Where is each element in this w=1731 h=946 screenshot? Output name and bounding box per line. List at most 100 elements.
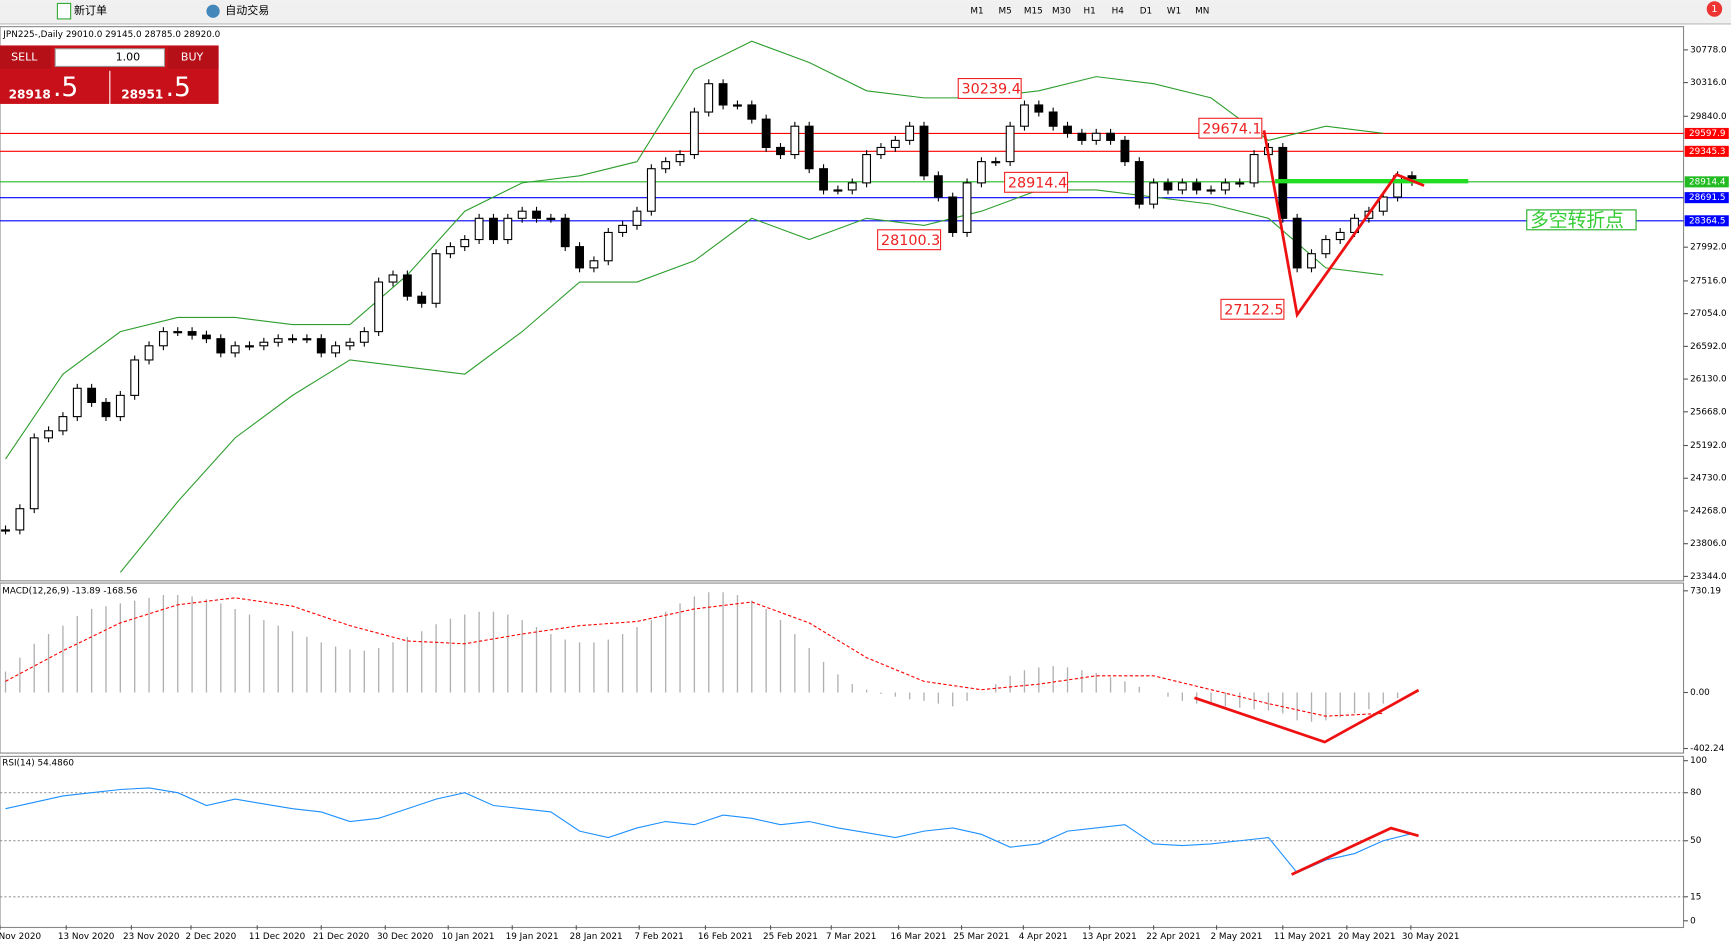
candle bbox=[790, 125, 800, 156]
timeframe-button[interactable]: M30 bbox=[1052, 7, 1071, 17]
timeframe-button[interactable]: W1 bbox=[1167, 7, 1181, 17]
buy-price[interactable]: 28951 bbox=[121, 88, 163, 102]
candle bbox=[345, 341, 355, 347]
buy-label[interactable]: BUY bbox=[181, 51, 204, 64]
candle bbox=[976, 161, 986, 184]
buy-pips[interactable]: .5 bbox=[166, 72, 191, 103]
sell-pips[interactable]: .5 bbox=[53, 72, 78, 103]
candle bbox=[1120, 139, 1130, 163]
timeframe-button[interactable]: MN bbox=[1195, 7, 1209, 17]
sell-label[interactable]: SELL bbox=[11, 51, 38, 64]
timeframe-button[interactable]: M15 bbox=[1024, 7, 1043, 17]
candle bbox=[1235, 182, 1245, 185]
toolbar bbox=[0, 0, 1731, 25]
candle bbox=[646, 168, 656, 212]
upper-band bbox=[5, 40, 1384, 460]
y-tick-label: 100 bbox=[1690, 756, 1707, 766]
x-tick-label: 16 Mar 2021 bbox=[890, 932, 946, 942]
timeframe-button[interactable]: D1 bbox=[1140, 7, 1152, 17]
y-tick-label: 80 bbox=[1690, 788, 1702, 798]
candle bbox=[517, 210, 527, 219]
signal-line bbox=[5, 597, 1384, 717]
candle bbox=[1134, 161, 1144, 205]
new-order-icon[interactable] bbox=[56, 2, 72, 20]
candle bbox=[1220, 182, 1230, 191]
candle bbox=[1048, 111, 1058, 127]
candle bbox=[259, 341, 269, 347]
price-level-label: 28691.5 bbox=[1689, 193, 1726, 203]
y-tick-label: 730.19 bbox=[1690, 586, 1721, 596]
y-tick-label: 50 bbox=[1690, 836, 1702, 846]
candle bbox=[876, 146, 886, 156]
candle bbox=[718, 83, 728, 106]
y-tick-label: 0.00 bbox=[1690, 688, 1710, 698]
candle bbox=[1335, 231, 1345, 241]
auto-trading-icon[interactable] bbox=[206, 4, 220, 18]
candle bbox=[1077, 132, 1087, 141]
y-tick-label: -402.24 bbox=[1690, 744, 1724, 754]
lot-size[interactable]: 1.00 bbox=[116, 51, 141, 64]
timeframe-button[interactable]: H4 bbox=[1112, 7, 1125, 17]
candle bbox=[948, 196, 958, 234]
x-tick-label: 13 Nov 2020 bbox=[58, 932, 115, 942]
macd-panel bbox=[0, 582, 1685, 754]
candle bbox=[962, 182, 972, 234]
candle bbox=[862, 153, 872, 184]
rsi-title: RSI(14) 54.4860 bbox=[2, 758, 74, 768]
candle bbox=[575, 246, 584, 269]
x-tick-label: 20 May 2021 bbox=[1338, 932, 1396, 942]
y-tick-label: 24268.0 bbox=[1690, 506, 1727, 516]
y-tick-label: 23344.0 bbox=[1690, 572, 1727, 582]
candle bbox=[1192, 182, 1202, 191]
sell-button[interactable] bbox=[0, 46, 51, 69]
y-tick-label: 15 bbox=[1690, 892, 1701, 902]
auto-trading-button[interactable]: 自动交易 bbox=[225, 3, 269, 17]
price-level-tag bbox=[1684, 127, 1729, 139]
candle bbox=[388, 274, 398, 283]
x-tick-label: 2 May 2021 bbox=[1210, 932, 1262, 942]
x-tick-label: 11 May 2021 bbox=[1274, 932, 1332, 942]
candle bbox=[560, 217, 570, 248]
candle bbox=[187, 331, 197, 336]
x-tick-label: 4 Apr 2021 bbox=[1019, 932, 1068, 942]
candle bbox=[288, 338, 297, 341]
candle bbox=[689, 111, 699, 156]
candle bbox=[1149, 182, 1159, 205]
lot-input[interactable] bbox=[54, 48, 166, 67]
x-tick-label: 25 Mar 2021 bbox=[953, 932, 1009, 942]
candle bbox=[417, 295, 427, 304]
timeframe-button[interactable]: M5 bbox=[999, 7, 1012, 17]
rsi-line bbox=[5, 787, 1413, 874]
timeframe-button[interactable]: H1 bbox=[1083, 7, 1095, 17]
candle bbox=[933, 175, 943, 198]
candle bbox=[847, 182, 857, 191]
y-tick-label: 30316.0 bbox=[1690, 78, 1727, 88]
candle bbox=[905, 125, 915, 141]
price-level-tag bbox=[1684, 145, 1729, 157]
candle bbox=[87, 387, 97, 404]
badge-count: 1 bbox=[1711, 4, 1717, 15]
lower-band bbox=[119, 189, 1384, 573]
x-tick-label: Nov 2020 bbox=[0, 932, 41, 942]
candle bbox=[402, 274, 412, 297]
timeframe-button[interactable]: M1 bbox=[970, 7, 983, 17]
notification-badge[interactable] bbox=[1706, 1, 1723, 17]
candle bbox=[130, 359, 140, 396]
candle bbox=[115, 394, 125, 418]
candle bbox=[1163, 182, 1173, 191]
sell-price[interactable]: 28918 bbox=[9, 88, 51, 102]
x-tick-label: 13 Apr 2021 bbox=[1082, 932, 1137, 942]
candle bbox=[1292, 217, 1302, 269]
price-level-label: 28914.4 bbox=[1689, 177, 1726, 187]
candle bbox=[216, 338, 226, 354]
y-tick-label: 23806.0 bbox=[1690, 539, 1727, 549]
y-tick-label: 30778.0 bbox=[1690, 45, 1727, 55]
new-order-button[interactable]: 新订单 bbox=[74, 3, 107, 17]
annotation: 28914.4 bbox=[1008, 175, 1067, 191]
price-level-label: 29597.9 bbox=[1689, 129, 1726, 139]
annotation-box bbox=[1004, 171, 1069, 193]
candle bbox=[1106, 132, 1115, 141]
main-panel bbox=[0, 26, 1685, 582]
buy-button[interactable] bbox=[167, 46, 219, 69]
